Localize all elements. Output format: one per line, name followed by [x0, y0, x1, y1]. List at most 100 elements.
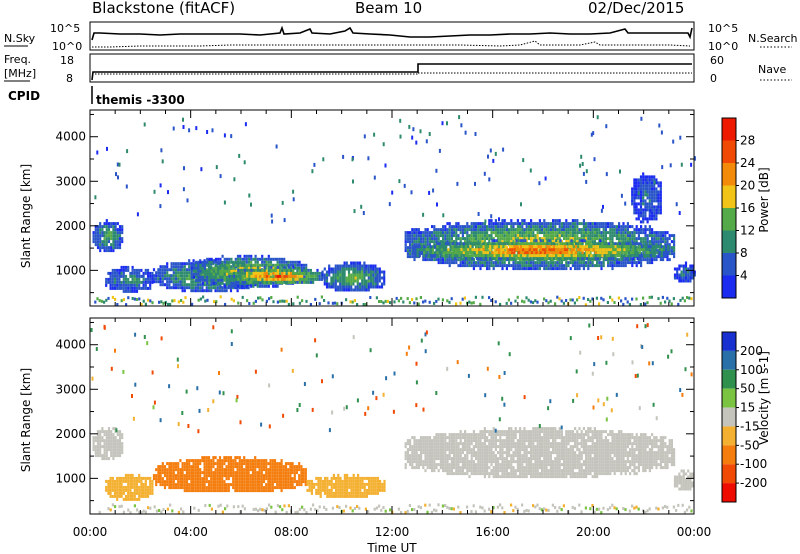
- nsky-right-tick-top: 10^5: [708, 22, 738, 35]
- power-ytick-label-2: 3000: [55, 174, 86, 188]
- power-colorbar-tick-3: 16: [740, 201, 755, 215]
- freq-label-line2: [MHz]: [4, 67, 36, 80]
- velocity-colorbar-tick-7: -200: [740, 476, 767, 490]
- power-ground-clutter: [94, 295, 693, 307]
- power-ytick-label-3: 4000: [55, 130, 86, 144]
- power-colorbar-label: Power [dB]: [757, 167, 771, 232]
- power-colorbar-tick-5: 24: [740, 156, 755, 170]
- date-title: 02/Dec/2015: [588, 0, 684, 17]
- power-region-7: [412, 239, 670, 261]
- nsky-panel-frame: [89, 21, 695, 51]
- power-heatmap: [92, 115, 696, 307]
- velocity-colorbar-tick-6: -100: [740, 457, 767, 471]
- power-colorbar-seg-5: [722, 230, 736, 253]
- nsky-left-label: N.Sky: [4, 32, 36, 45]
- freq-panel-frame: [89, 53, 695, 83]
- velocity-colorbar-tick-4: -15: [740, 419, 760, 433]
- velocity-colorbar-seg-5: [722, 426, 736, 446]
- velocity-heatmap: [90, 323, 694, 515]
- velocity-colorbar-seg-4: [722, 407, 736, 427]
- velocity-colorbar-seg-3: [722, 388, 736, 408]
- time-tick-label-5: 20:00: [576, 525, 611, 539]
- velocity-region-2: [152, 456, 307, 493]
- power-colorbar-seg-2: [722, 163, 736, 186]
- velocity-colorbar-tick-2: 50: [740, 382, 755, 396]
- power-region-0: [92, 219, 124, 253]
- velocity-colorbar-tick-1: 100: [740, 363, 763, 377]
- power-region-8: [631, 172, 662, 224]
- velocity-ytick-label-3: 4000: [55, 338, 86, 352]
- power-colorbar-seg-0: [722, 118, 736, 141]
- power-region-1: [105, 265, 154, 293]
- velocity-ytick-label-0: 1000: [55, 471, 86, 485]
- freq-label-line1: Freq.: [4, 53, 31, 66]
- nsky-right-tick-bottom: 10^0: [708, 40, 738, 53]
- velocity-colorbar-seg-7: [722, 464, 736, 484]
- power-colorbar-seg-1: [722, 140, 736, 163]
- velocity-y-axis: 1000 2000 3000 4000: [55, 321, 694, 502]
- time-axis-label: Time UT: [366, 541, 417, 554]
- power-colorbar-tick-6: 28: [740, 134, 755, 148]
- time-tick-label-3: 12:00: [375, 525, 410, 539]
- velocity-colorbar-tick-0: 200: [740, 344, 763, 358]
- velocity-region-5: [673, 469, 694, 491]
- time-tick-label-2: 08:00: [274, 525, 309, 539]
- freq-trace: [91, 63, 692, 81]
- time-tick-label-0: 00:00: [73, 525, 108, 539]
- velocity-ground-clutter: [98, 503, 693, 515]
- velocity-ytick-label-2: 3000: [55, 382, 86, 396]
- time-x-axis: 00:00 04:00 08:00 12:00 16:00 20:00 00:00: [73, 110, 712, 539]
- power-region-9: [673, 261, 696, 283]
- power-colorbar-seg-7: [722, 275, 736, 298]
- power-colorbar-tick-2: 12: [740, 224, 755, 238]
- velocity-region-3: [306, 473, 386, 498]
- power-colorbar: 4 8 12 16 20 24 28: [721, 117, 755, 299]
- velocity-colorbar-seg-2: [722, 369, 736, 389]
- cpid-value: themis -3300: [96, 93, 185, 107]
- nave-right-label: Nave: [758, 63, 786, 76]
- velocity-colorbar-seg-6: [722, 445, 736, 465]
- power-scatter: [94, 115, 696, 224]
- nave-right-tick-bottom: 0: [710, 72, 717, 85]
- velocity-colorbar-tick-5: -50: [740, 438, 760, 452]
- velocity-colorbar-tick-3: 15: [740, 401, 755, 415]
- beam-title: Beam 10: [355, 0, 422, 17]
- velocity-colorbar: 200 100 50 15 -15 -50 -100 -200: [721, 331, 767, 503]
- freq-left-tick-bottom: 8: [66, 72, 73, 85]
- power-colorbar-tick-1: 8: [740, 246, 748, 260]
- velocity-y-label: Slant Range [km]: [19, 368, 33, 472]
- cpid-label: CPID: [8, 89, 40, 103]
- power-y-axis: 1000 2000 3000 4000: [55, 113, 694, 294]
- power-y-label: Slant Range [km]: [19, 164, 33, 268]
- velocity-region-0: [92, 427, 124, 461]
- velocity-colorbar-label: Velocity [m s-1]: [757, 351, 771, 445]
- nave-trace: [92, 72, 692, 75]
- nsky-trace: [91, 25, 693, 41]
- power-region-4: [228, 265, 323, 284]
- station-title: Blackstone (fitACF): [92, 0, 235, 17]
- time-tick-label-1: 04:00: [173, 525, 208, 539]
- power-colorbar-seg-3: [722, 185, 736, 208]
- power-ytick-label-1: 2000: [55, 219, 86, 233]
- nsky-left-tick-top: 10^5: [50, 22, 80, 35]
- power-region-5: [321, 261, 386, 292]
- velocity-region-1: [105, 473, 154, 501]
- velocity-colorbar-seg-0: [722, 332, 736, 351]
- nsearch-right-label: N.Search: [748, 32, 798, 45]
- velocity-region-4: [404, 427, 676, 479]
- freq-left-tick-top: 18: [60, 54, 74, 67]
- power-colorbar-seg-6: [722, 253, 736, 276]
- time-tick-label-6: 00:00: [677, 525, 712, 539]
- time-tick-label-4: 16:00: [475, 525, 510, 539]
- power-colorbar-tick-4: 20: [740, 179, 755, 193]
- power-colorbar-seg-4: [722, 208, 736, 231]
- nsky-left-tick-bottom: 10^0: [52, 40, 82, 53]
- power-ytick-label-0: 1000: [55, 263, 86, 277]
- nave-right-tick-top: 60: [710, 54, 724, 67]
- velocity-ytick-label-1: 2000: [55, 427, 86, 441]
- velocity-scatter: [90, 323, 693, 434]
- velocity-colorbar-seg-1: [722, 350, 736, 370]
- nsearch-trace: [92, 40, 691, 48]
- power-colorbar-tick-0: 4: [740, 269, 748, 283]
